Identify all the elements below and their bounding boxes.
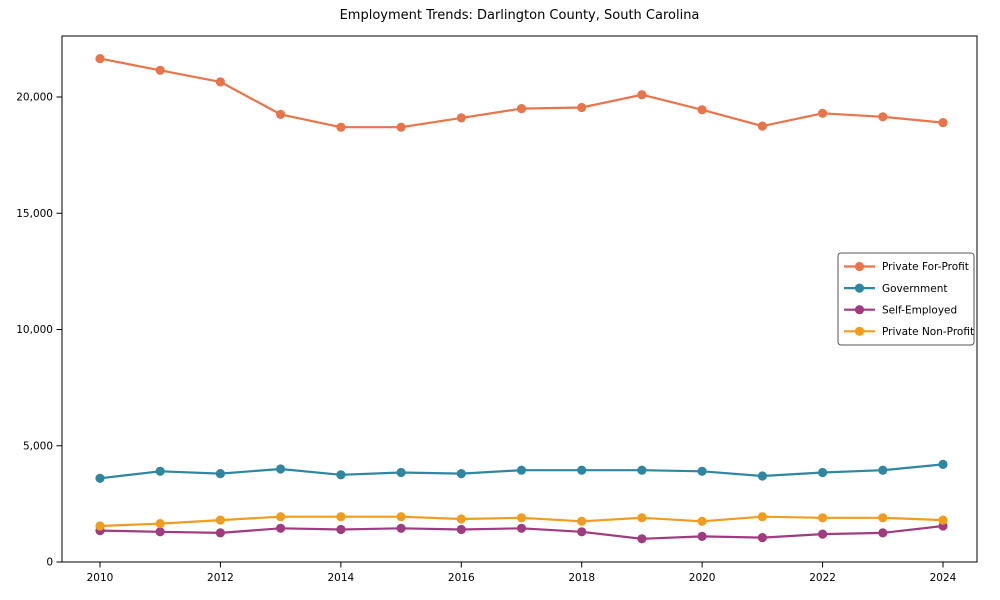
- series-marker-private-for-profit: [637, 90, 647, 100]
- series-marker-private-for-profit: [818, 108, 828, 118]
- series-marker-government: [938, 459, 948, 469]
- series-marker-government: [215, 469, 225, 479]
- y-axis-tick-label: 5,000: [23, 440, 53, 452]
- x-axis-tick-label: 2020: [689, 572, 716, 584]
- series-marker-private-non-profit: [697, 516, 707, 526]
- series-marker-self-employed: [637, 534, 647, 544]
- series-marker-government: [456, 469, 466, 479]
- series-marker-self-employed: [577, 527, 587, 537]
- x-axis-tick-label: 2024: [930, 572, 957, 584]
- series-marker-private-for-profit: [95, 54, 105, 64]
- series-marker-private-for-profit: [396, 122, 406, 132]
- series-marker-private-non-profit: [155, 519, 165, 529]
- x-axis-tick-label: 2010: [87, 572, 114, 584]
- legend-label-government: Government: [882, 283, 947, 295]
- chart-title: Employment Trends: Darlington County, So…: [339, 8, 700, 23]
- series-marker-self-employed: [276, 523, 286, 533]
- series-marker-government: [516, 465, 527, 475]
- series-marker-government: [697, 466, 707, 476]
- series-marker-private-for-profit: [336, 122, 346, 132]
- series-marker-private-non-profit: [396, 512, 406, 522]
- x-axis-tick-label: 2012: [207, 572, 234, 584]
- series-marker-private-for-profit: [155, 65, 165, 75]
- series-marker-private-non-profit: [757, 512, 768, 522]
- series-marker-government: [637, 465, 647, 475]
- series-marker-private-non-profit: [95, 521, 105, 531]
- series-marker-self-employed: [456, 524, 466, 535]
- series-marker-self-employed: [155, 527, 165, 537]
- legend-label-private-for-profit: Private For-Profit: [882, 261, 969, 273]
- x-axis-tick-label: 2014: [327, 572, 354, 584]
- legend-swatch-marker-private-non-profit: [854, 326, 865, 336]
- x-axis-tick-label: 2016: [448, 572, 475, 584]
- series-marker-government: [757, 471, 768, 481]
- series-marker-private-non-profit: [456, 514, 466, 524]
- series-marker-private-non-profit: [516, 513, 527, 523]
- series-marker-self-employed: [215, 528, 225, 538]
- series-marker-self-employed: [396, 523, 406, 533]
- series-marker-private-for-profit: [878, 112, 888, 122]
- legend-swatch-marker-private-for-profit: [854, 261, 865, 272]
- series-marker-government: [155, 466, 165, 476]
- series-marker-private-non-profit: [336, 512, 346, 522]
- x-axis-tick-label: 2022: [809, 572, 836, 584]
- series-marker-self-employed: [336, 524, 346, 535]
- series-marker-private-for-profit: [938, 118, 948, 128]
- legend-label-private-non-profit: Private Non-Profit: [882, 326, 974, 338]
- y-axis-tick-label: 15,000: [16, 208, 53, 220]
- x-axis-tick-label: 2018: [568, 572, 595, 584]
- series-marker-private-non-profit: [215, 515, 225, 525]
- series-marker-private-non-profit: [938, 515, 948, 525]
- series-marker-government: [396, 467, 406, 478]
- series-marker-government: [577, 465, 587, 475]
- series-marker-private-for-profit: [456, 113, 466, 123]
- series-marker-private-non-profit: [878, 513, 888, 523]
- series-marker-self-employed: [818, 529, 828, 539]
- series-marker-self-employed: [878, 528, 888, 538]
- series-marker-private-for-profit: [697, 105, 707, 115]
- series-marker-self-employed: [516, 523, 527, 533]
- y-axis-tick-label: 0: [46, 557, 53, 569]
- series-marker-private-for-profit: [577, 102, 587, 113]
- series-marker-private-for-profit: [757, 121, 768, 131]
- legend-box: [837, 252, 975, 346]
- series-marker-private-non-profit: [637, 513, 647, 523]
- series-marker-government: [878, 465, 888, 475]
- series-marker-government: [336, 470, 346, 480]
- series-marker-self-employed: [757, 533, 768, 543]
- series-marker-private-non-profit: [577, 516, 587, 526]
- plot-frame: [61, 35, 978, 563]
- legend-swatch-marker-self-employed: [854, 305, 865, 315]
- series-marker-government: [95, 473, 105, 483]
- series-marker-private-for-profit: [276, 109, 286, 119]
- series-line-private-for-profit: [98, 57, 945, 129]
- series-marker-government: [818, 467, 828, 478]
- series-marker-private-for-profit: [516, 104, 527, 114]
- series-marker-government: [276, 464, 286, 474]
- series-marker-private-for-profit: [215, 77, 225, 87]
- legend-swatch-marker-government: [854, 283, 865, 293]
- series-marker-private-non-profit: [276, 512, 286, 522]
- series-marker-private-non-profit: [818, 513, 828, 523]
- y-axis-tick-label: 20,000: [16, 92, 53, 104]
- legend-label-self-employed: Self-Employed: [882, 304, 957, 316]
- y-axis-tick-label: 10,000: [16, 324, 53, 336]
- series-marker-self-employed: [697, 531, 707, 542]
